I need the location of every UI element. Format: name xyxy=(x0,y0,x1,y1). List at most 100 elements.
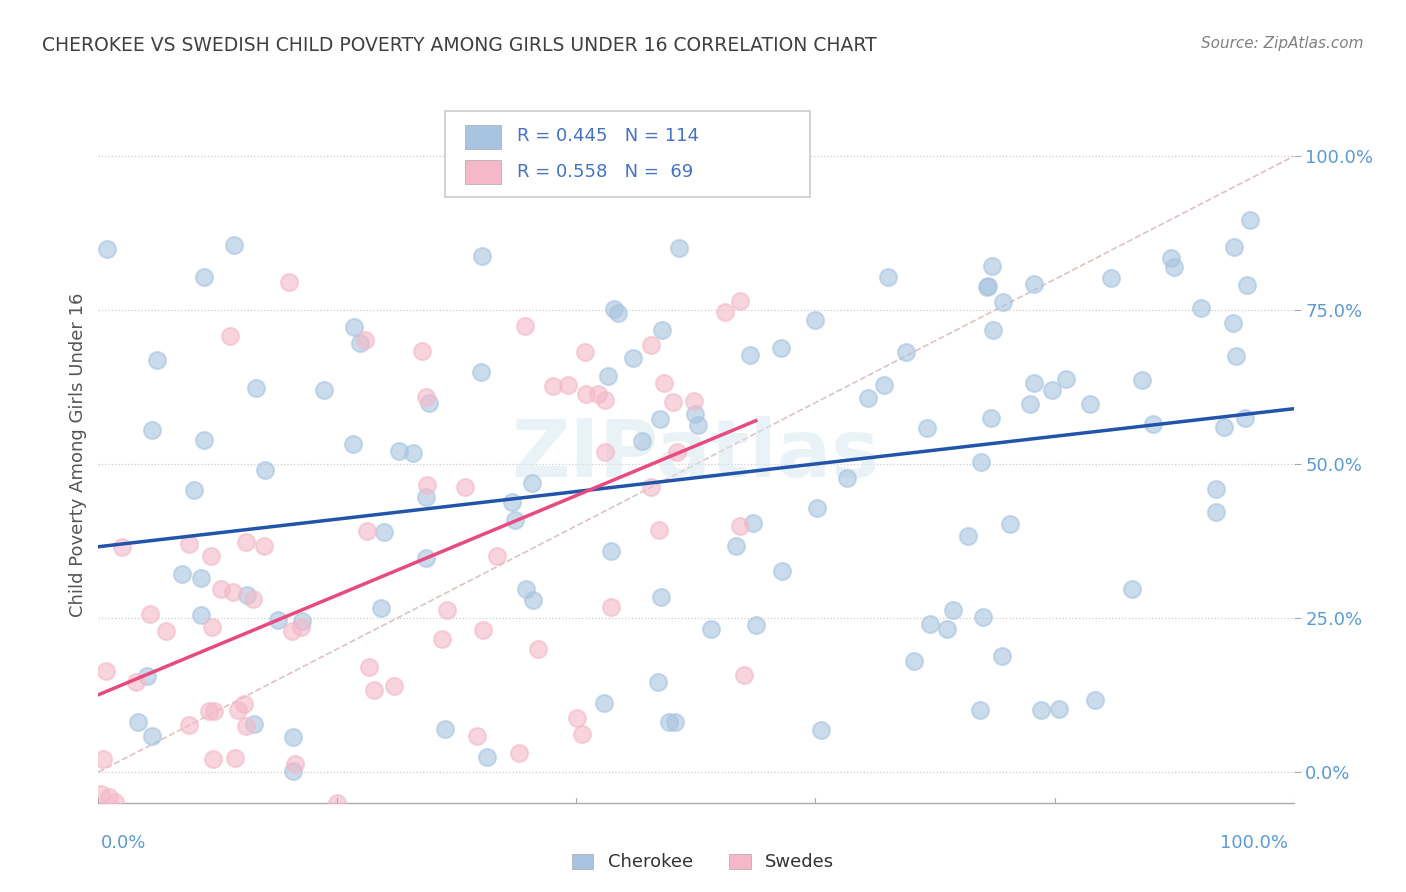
Point xyxy=(200,620,222,634)
Point xyxy=(357,660,380,674)
Point xyxy=(1054,372,1077,386)
Point xyxy=(139,607,162,621)
Point xyxy=(135,668,157,682)
Point xyxy=(235,535,257,549)
Point xyxy=(373,524,395,539)
Point xyxy=(593,393,616,408)
Point xyxy=(1205,505,1227,519)
Point xyxy=(430,632,453,647)
Point xyxy=(666,445,689,459)
Point xyxy=(835,471,858,485)
Point xyxy=(1234,411,1257,425)
Point xyxy=(501,494,523,508)
Point xyxy=(981,323,1004,337)
Point xyxy=(977,278,1000,293)
Point xyxy=(222,237,245,252)
Point xyxy=(155,624,177,639)
Legend: Cherokee, Swedes: Cherokee, Swedes xyxy=(564,847,842,879)
Point xyxy=(363,682,385,697)
Point xyxy=(387,443,409,458)
Point xyxy=(647,674,669,689)
Point xyxy=(920,617,942,632)
Point xyxy=(728,294,751,309)
Point xyxy=(1047,702,1070,716)
Point xyxy=(1130,373,1153,387)
Point xyxy=(688,417,710,432)
Point xyxy=(1239,213,1261,227)
Point xyxy=(586,386,609,401)
Y-axis label: Child Poverty Among Girls Under 16: Child Poverty Among Girls Under 16 xyxy=(69,293,87,617)
Point xyxy=(662,395,685,409)
Point xyxy=(593,696,616,710)
Text: 0.0%: 0.0% xyxy=(101,834,146,852)
Point xyxy=(242,717,264,731)
Point xyxy=(411,343,433,358)
Point xyxy=(683,393,706,408)
Point xyxy=(236,588,259,602)
Point xyxy=(972,610,994,624)
Point xyxy=(640,480,662,494)
Point xyxy=(253,463,276,477)
Point xyxy=(94,664,117,678)
Point xyxy=(111,540,134,554)
Point xyxy=(1078,397,1101,411)
Point xyxy=(515,582,537,597)
Point xyxy=(1225,349,1247,363)
Point xyxy=(471,249,494,263)
Point xyxy=(903,654,925,668)
Point xyxy=(209,582,232,597)
Point xyxy=(235,719,257,733)
Point xyxy=(728,519,751,533)
Point xyxy=(290,620,312,634)
Point xyxy=(557,378,579,392)
Point xyxy=(1018,397,1040,411)
Point xyxy=(810,723,832,737)
Point xyxy=(956,529,979,543)
Point xyxy=(876,270,898,285)
Point xyxy=(436,603,458,617)
Point xyxy=(976,280,998,294)
Point xyxy=(342,437,364,451)
Point xyxy=(97,790,120,805)
Point xyxy=(382,679,405,693)
Point xyxy=(1142,417,1164,431)
Point xyxy=(969,703,991,717)
Point xyxy=(527,641,550,656)
Point xyxy=(253,540,276,554)
Point xyxy=(745,617,768,632)
Point xyxy=(146,352,169,367)
Point xyxy=(245,381,267,395)
Point xyxy=(314,383,336,397)
Point xyxy=(278,275,301,289)
Point xyxy=(652,376,675,391)
Text: 100.0%: 100.0% xyxy=(1220,834,1288,852)
FancyBboxPatch shape xyxy=(465,160,501,184)
Point xyxy=(1022,277,1045,292)
Point xyxy=(198,704,221,718)
Point xyxy=(522,475,544,490)
Point xyxy=(508,746,530,760)
Point xyxy=(226,703,249,717)
Point xyxy=(575,387,598,401)
Point xyxy=(402,446,425,460)
Point xyxy=(190,608,212,623)
Point xyxy=(1084,693,1107,707)
Point xyxy=(172,566,194,581)
Point xyxy=(1099,271,1122,285)
Point xyxy=(281,730,304,744)
Point xyxy=(648,412,671,426)
Point xyxy=(1236,277,1258,292)
Point xyxy=(434,722,457,736)
Point xyxy=(127,714,149,729)
Point xyxy=(141,729,163,743)
Point xyxy=(522,593,544,607)
Point xyxy=(281,764,304,779)
Point xyxy=(713,304,735,318)
Text: ZIPatlas: ZIPatlas xyxy=(512,416,880,494)
Point xyxy=(513,318,536,333)
Point xyxy=(415,550,437,565)
Point xyxy=(221,585,243,599)
Text: R = 0.558   N =  69: R = 0.558 N = 69 xyxy=(517,162,693,180)
Point xyxy=(593,444,616,458)
Point xyxy=(770,564,793,578)
